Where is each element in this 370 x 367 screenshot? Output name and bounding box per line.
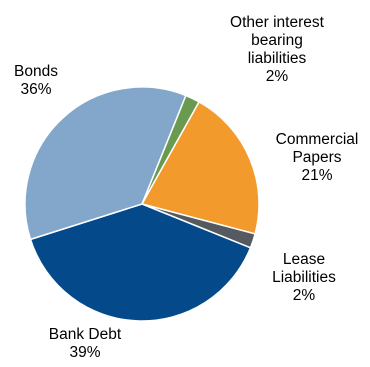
slice-category-label: Other interest xyxy=(230,14,325,31)
slice-category-label: liabilities xyxy=(248,50,307,67)
slice-category-label: Commercial xyxy=(276,131,359,148)
pie-slice-bonds xyxy=(24,86,187,241)
slice-category-label: bearing xyxy=(251,32,303,49)
slice-value-label: 39% xyxy=(69,344,100,361)
slice-value-label: 21% xyxy=(301,167,332,184)
slice-category-label: Liabilities xyxy=(272,269,336,286)
slice-category-label: Lease xyxy=(283,251,325,268)
slice-value-label: 36% xyxy=(20,81,51,98)
slice-value-label: 2% xyxy=(266,68,289,85)
pie-slices xyxy=(24,86,260,322)
slice-category-label: Bank Debt xyxy=(49,326,122,343)
pie-slice-bank-debt xyxy=(29,203,252,322)
slice-value-label: 2% xyxy=(293,287,316,304)
pie-slice-commercial-papers xyxy=(141,101,260,235)
pie-labels: Other interestbearingliabilities2%Commer… xyxy=(14,14,358,361)
slice-category-label: Bonds xyxy=(14,63,58,80)
slice-category-label: Papers xyxy=(292,149,341,166)
